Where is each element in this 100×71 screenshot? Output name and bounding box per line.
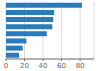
- svg-text:80: 80: [76, 62, 85, 70]
- svg-text:60: 60: [57, 62, 66, 70]
- svg-text:40: 40: [39, 62, 48, 70]
- svg-text:20: 20: [20, 62, 29, 70]
- svg-text:0: 0: [8, 62, 9, 70]
